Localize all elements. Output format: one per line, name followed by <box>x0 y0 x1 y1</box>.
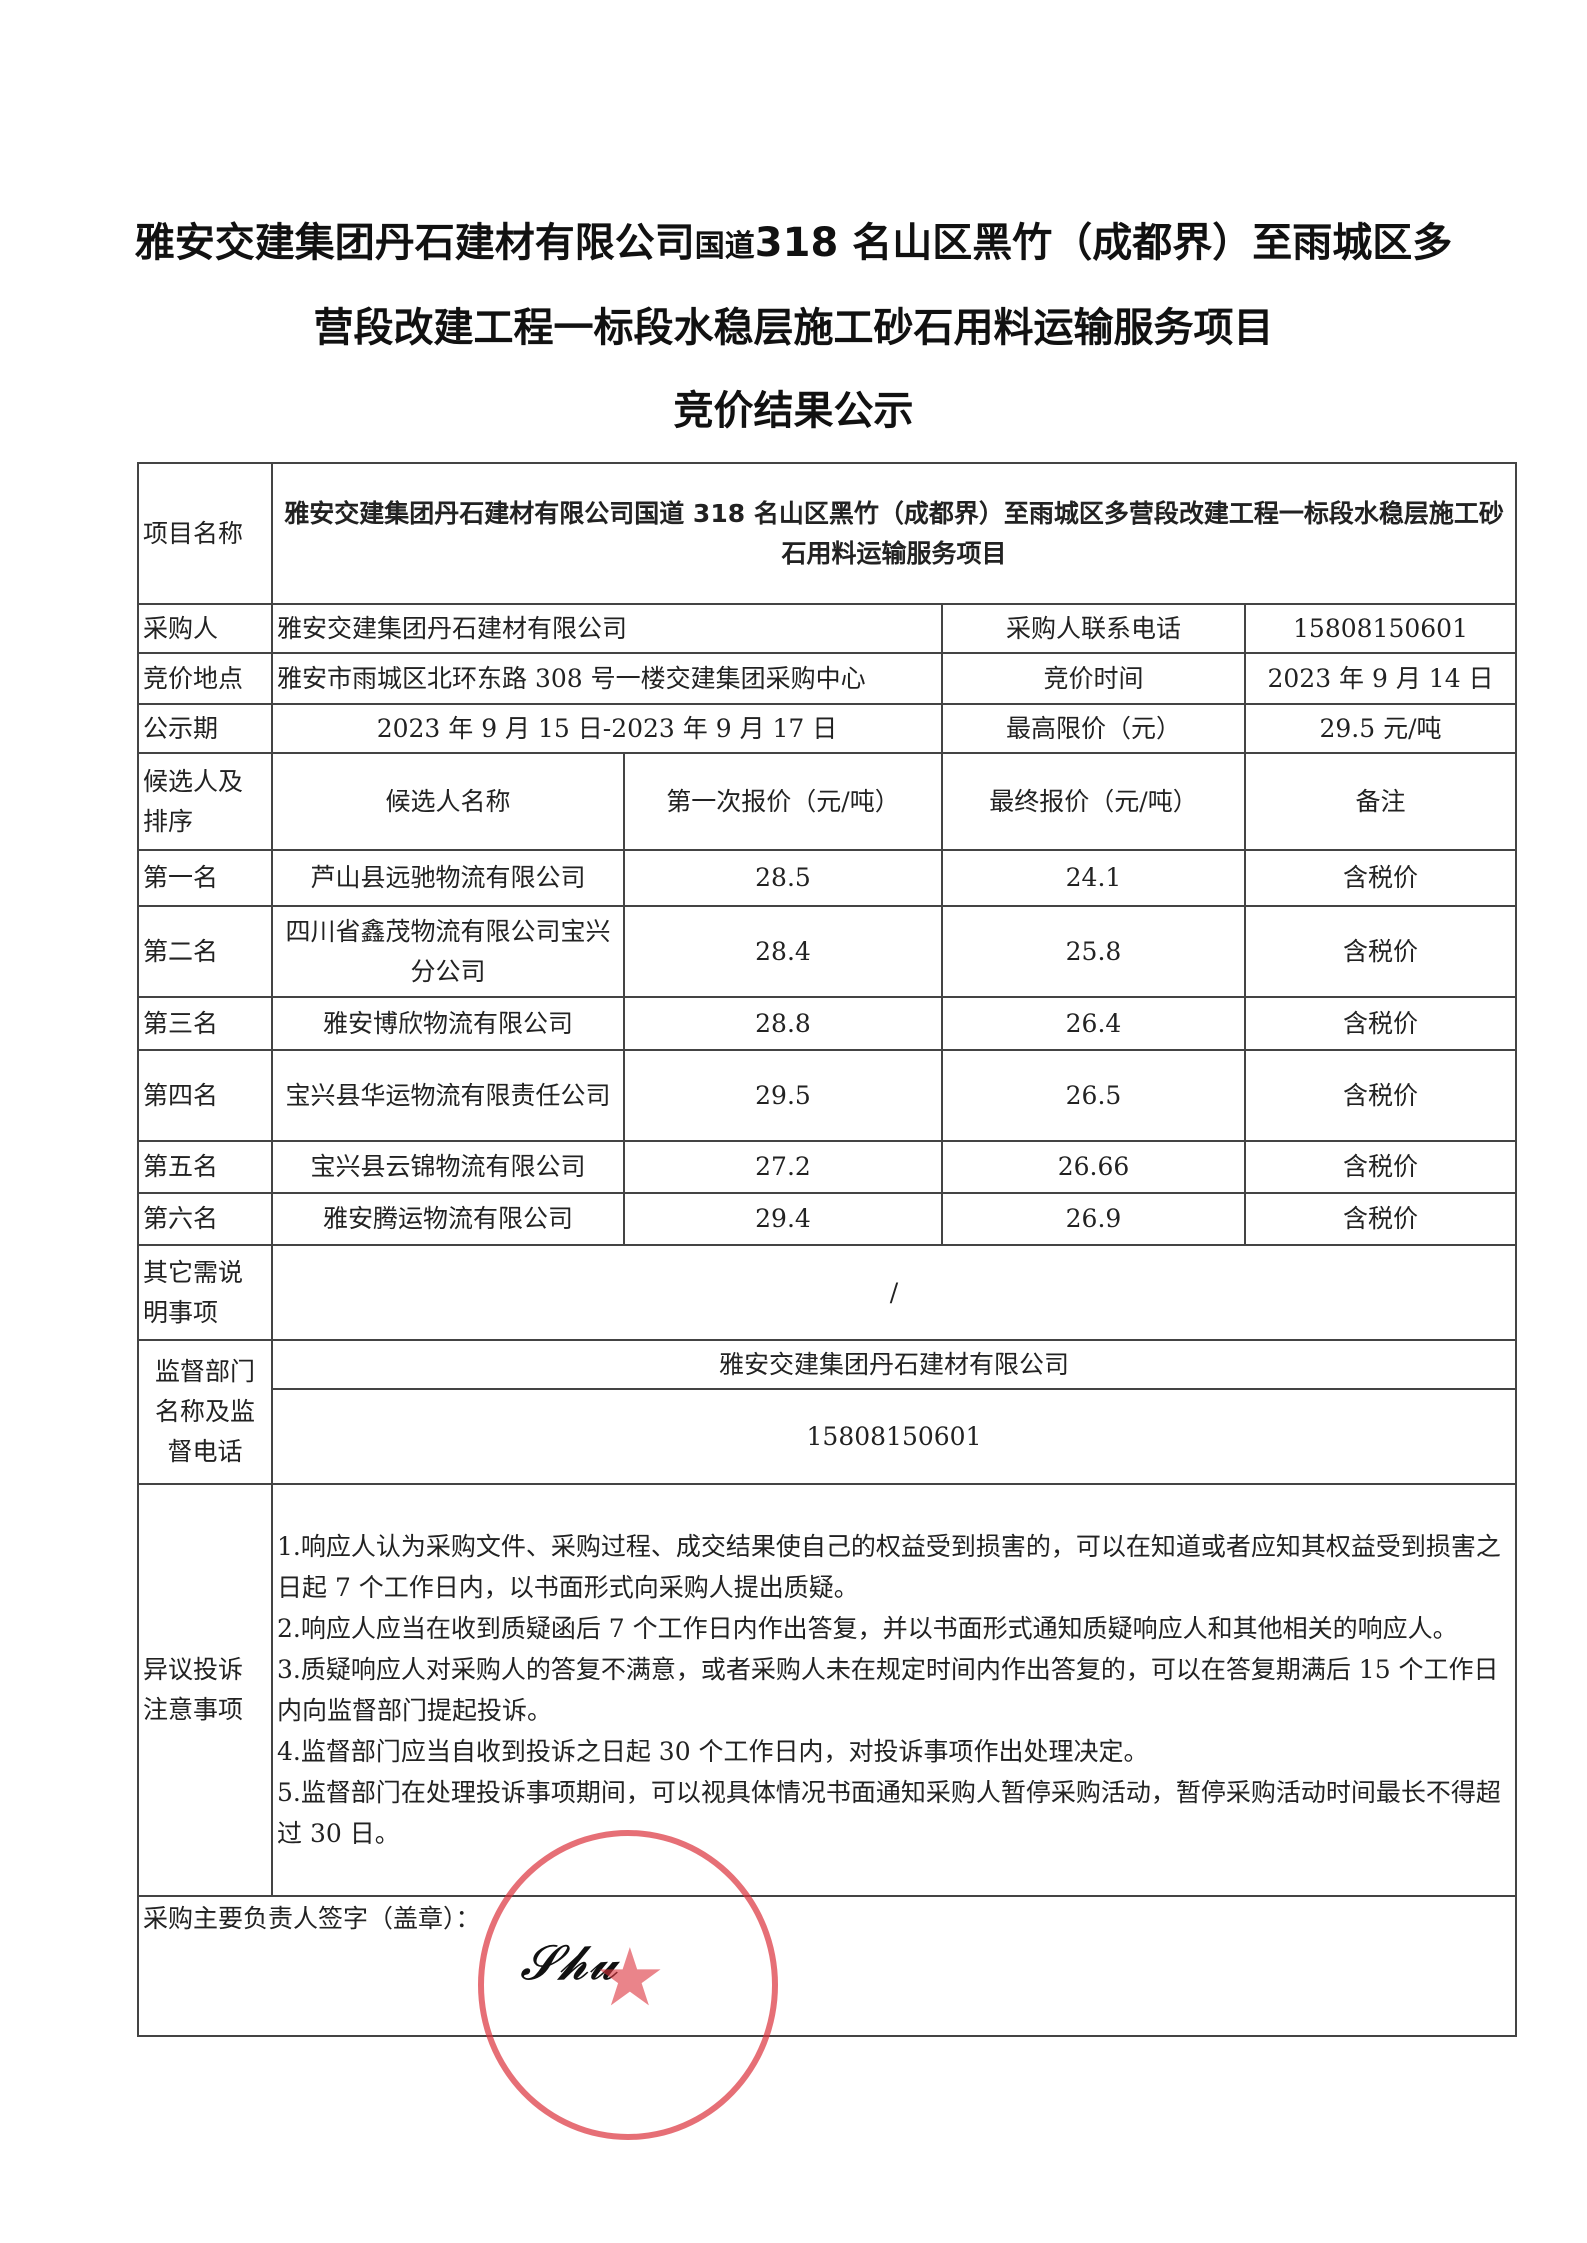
time-label: 竞价时间 <box>941 652 1246 705</box>
rank: 第三名 <box>137 996 273 1051</box>
rank: 第六名 <box>137 1192 273 1246</box>
first-price: 28.8 <box>623 996 943 1051</box>
final-price: 26.4 <box>941 996 1246 1051</box>
objection-row: 异议投诉注意事项 1.响应人认为采购文件、采购过程、成交结果使自己的权益受到损害… <box>137 1483 1518 1897</box>
period-row: 公示期 2023 年 9 月 15 日-2023 年 9 月 17 日 最高限价… <box>137 703 1518 754</box>
rank: 第四名 <box>137 1049 273 1142</box>
header-rank: 候选人及排序 <box>137 752 273 851</box>
phone-label: 采购人联系电话 <box>941 603 1246 654</box>
supervisor-phone-row: 15808150601 <box>138 1388 1518 1485</box>
first-price: 28.5 <box>623 849 943 907</box>
note: 含税价 <box>1243 1049 1518 1142</box>
candidate-name: 芦山县远驰物流有限公司 <box>271 849 625 907</box>
max-price-label: 最高限价（元） <box>941 703 1246 754</box>
signature: 𝓢𝓱𝓾 <box>520 1935 618 1991</box>
note: 含税价 <box>1243 1192 1518 1246</box>
objection-item: 4.监督部门应当自收到投诉之日起 30 个工作日内，对投诉事项作出处理决定。 <box>277 1737 1149 1766</box>
candidate-name: 宝兴县华运物流有限责任公司 <box>271 1049 625 1142</box>
first-price: 27.2 <box>623 1140 943 1194</box>
candidate-name: 宝兴县云锦物流有限公司 <box>271 1140 625 1194</box>
note: 含税价 <box>1243 1140 1518 1194</box>
final-price: 26.5 <box>941 1049 1246 1142</box>
first-price: 28.4 <box>623 905 943 998</box>
other-label: 其它需说明事项 <box>137 1244 273 1341</box>
supervisor-label: 监督部门名称及监督电话 <box>137 1339 273 1485</box>
result-table: 项目名称 雅安交建集团丹石建材有限公司国道 318 名山区黑竹（成都界）至雨城区… <box>136 462 1518 2037</box>
project-value: 雅安交建集团丹石建材有限公司国道 318 名山区黑竹（成都界）至雨城区多营段改建… <box>270 462 1518 605</box>
doc-title-line3: 竞价结果公示 <box>673 388 914 434</box>
place-label: 竞价地点 <box>137 652 273 705</box>
final-price: 26.9 <box>941 1192 1246 1246</box>
final-price: 24.1 <box>941 849 1246 907</box>
objection-item: 3.质疑响应人对采购人的答复不满意，或者采购人未在规定时间内作出答复的，可以在答… <box>277 1655 1499 1725</box>
doc-title-line1: 雅安交建集团丹石建材有限公司国道318 名山区黑竹（成都界）至雨城区多 <box>134 220 1453 266</box>
table-row: 第五名 宝兴县云锦物流有限公司 27.2 26.66 含税价 <box>137 1140 1518 1194</box>
first-price: 29.4 <box>623 1192 943 1246</box>
buyer-row: 采购人 雅安交建集团丹石建材有限公司 采购人联系电话 15808150601 <box>137 603 1518 654</box>
note: 含税价 <box>1243 905 1518 998</box>
candidate-name: 雅安博欣物流有限公司 <box>271 996 625 1051</box>
project-label: 项目名称 <box>137 462 273 605</box>
note: 含税价 <box>1243 849 1518 907</box>
header-first-price: 第一次报价（元/吨） <box>623 752 943 851</box>
first-price: 29.5 <box>623 1049 943 1142</box>
table-row: 第六名 雅安腾运物流有限公司 29.4 26.9 含税价 <box>137 1192 1518 1246</box>
note: 含税价 <box>1243 996 1518 1051</box>
project-row: 项目名称 雅安交建集团丹石建材有限公司国道 318 名山区黑竹（成都界）至雨城区… <box>137 462 1518 605</box>
candidate-header-row: 候选人及排序 候选人名称 第一次报价（元/吨） 最终报价（元/吨） 备注 <box>137 752 1518 851</box>
supervisor-phone: 15808150601 <box>270 1388 1518 1485</box>
table-row: 第一名 芦山县远驰物流有限公司 28.5 24.1 含税价 <box>137 849 1518 907</box>
table-row: 第四名 宝兴县华运物流有限责任公司 29.5 26.5 含税价 <box>137 1049 1518 1142</box>
max-price-value: 29.5 元/吨 <box>1243 703 1518 754</box>
table-row: 第二名 四川省鑫茂物流有限公司宝兴分公司 28.4 25.8 含税价 <box>137 905 1518 998</box>
supervisor-row: 监督部门名称及监督电话 雅安交建集团丹石建材有限公司 <box>137 1339 1518 1485</box>
final-price: 26.66 <box>941 1140 1246 1194</box>
period-label: 公示期 <box>137 703 273 754</box>
time-value: 2023 年 9 月 14 日 <box>1243 652 1518 705</box>
place-value: 雅安市雨城区北环东路 308 号一楼交建集团采购中心 <box>271 652 943 705</box>
rank: 第五名 <box>137 1140 273 1194</box>
supervisor-name: 雅安交建集团丹石建材有限公司 <box>270 1339 1518 1390</box>
final-price: 25.8 <box>941 905 1246 998</box>
candidate-name: 四川省鑫茂物流有限公司宝兴分公司 <box>271 905 625 998</box>
period-value: 2023 年 9 月 15 日-2023 年 9 月 17 日 <box>271 703 943 754</box>
place-row: 竞价地点 雅安市雨城区北环东路 308 号一楼交建集团采购中心 竞价时间 202… <box>137 652 1518 705</box>
header-name: 候选人名称 <box>271 752 625 851</box>
buyer-label: 采购人 <box>137 603 273 654</box>
objection-item: 1.响应人认为采购文件、采购过程、成交结果使自己的权益受到损害的，可以在知道或者… <box>277 1532 1501 1602</box>
other-value: / <box>270 1244 1518 1341</box>
objection-item: 5.监督部门在处理投诉事项期间，可以视具体情况书面通知采购人暂停采购活动，暂停采… <box>277 1778 1501 1848</box>
phone-value: 15808150601 <box>1243 603 1518 654</box>
table-row: 第三名 雅安博欣物流有限公司 28.8 26.4 含税价 <box>137 996 1518 1051</box>
doc-title-line2: 营段改建工程一标段水稳层施工砂石用料运输服务项目 <box>313 305 1274 351</box>
header-note: 备注 <box>1243 752 1518 851</box>
buyer-value: 雅安交建集团丹石建材有限公司 <box>271 603 943 654</box>
signature-row: 采购主要负责人签字（盖章）： <box>136 1895 1518 2037</box>
other-row: 其它需说明事项 / <box>137 1244 1518 1341</box>
candidate-name: 雅安腾运物流有限公司 <box>271 1192 625 1246</box>
header-final-price: 最终报价（元/吨） <box>941 752 1246 851</box>
objection-notes: 1.响应人认为采购文件、采购过程、成交结果使自己的权益受到损害的，可以在知道或者… <box>270 1483 1518 1897</box>
signature-label: 采购主要负责人签字（盖章）： <box>136 1895 1518 2037</box>
objection-label: 异议投诉注意事项 <box>137 1483 273 1897</box>
objection-item: 2.响应人应当在收到质疑函后 7 个工作日内作出答复，并以书面形式通知质疑响应人… <box>277 1614 1458 1643</box>
rank: 第二名 <box>137 905 273 998</box>
rank: 第一名 <box>137 849 273 907</box>
